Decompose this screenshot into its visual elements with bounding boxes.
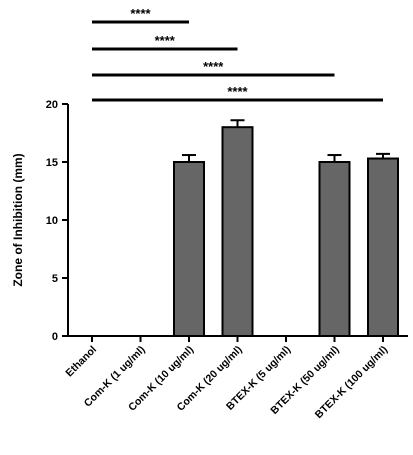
y-tick-label: 20	[46, 99, 58, 111]
bar	[173, 161, 205, 337]
bars	[173, 119, 399, 337]
y-tick-label: 5	[52, 273, 58, 285]
bar	[367, 157, 399, 337]
y-axis-label: Zone of Inhibition (mm)	[11, 153, 25, 286]
y-tick-label: 0	[52, 331, 58, 343]
significance-label: ****	[155, 33, 176, 48]
bar	[221, 126, 254, 337]
significance-brackets: ****************	[92, 6, 383, 102]
y-tick-label: 15	[46, 157, 58, 169]
significance-label: ****	[130, 6, 151, 21]
bar	[318, 161, 351, 337]
significance-label: ****	[203, 59, 224, 74]
significance-label: ****	[227, 84, 248, 99]
x-tick-label: Ethanol	[63, 344, 99, 380]
y-tick-label: 10	[46, 215, 58, 227]
